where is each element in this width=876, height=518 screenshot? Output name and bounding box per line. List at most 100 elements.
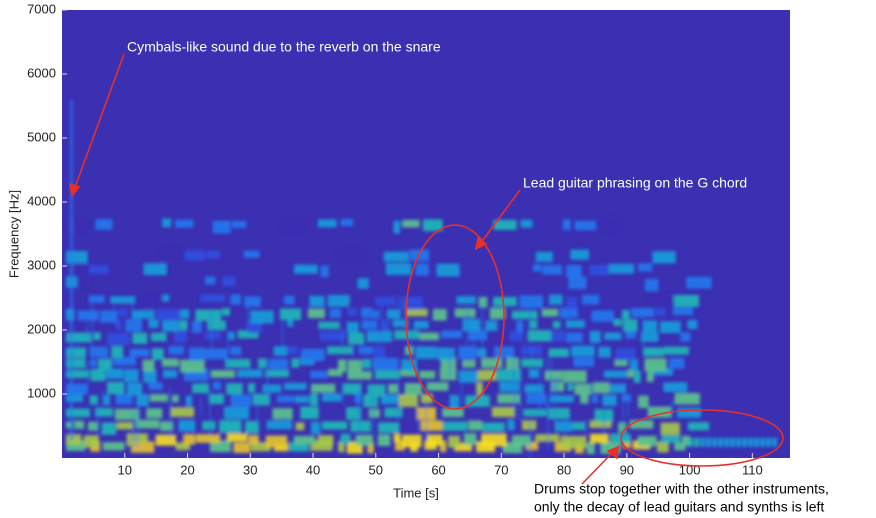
texture xyxy=(544,370,564,381)
texture xyxy=(346,407,362,420)
texture xyxy=(130,441,155,453)
texture xyxy=(178,420,196,432)
texture xyxy=(205,276,216,285)
texture xyxy=(247,320,263,333)
texture xyxy=(355,434,373,446)
texture xyxy=(454,442,473,452)
texture xyxy=(66,358,86,369)
texture xyxy=(169,387,172,438)
texture xyxy=(375,296,396,306)
texture xyxy=(622,439,631,449)
texture xyxy=(718,437,724,447)
texture xyxy=(94,407,113,417)
texture xyxy=(243,250,260,258)
texture xyxy=(393,220,401,234)
texture xyxy=(548,408,570,420)
texture xyxy=(687,422,710,431)
texture xyxy=(320,265,329,278)
texture xyxy=(660,321,681,334)
texture xyxy=(589,420,612,429)
texture xyxy=(126,382,143,396)
texture xyxy=(772,437,778,447)
texture xyxy=(591,395,599,403)
texture xyxy=(527,330,552,342)
texture xyxy=(110,296,136,304)
texture xyxy=(329,308,342,319)
texture xyxy=(493,219,517,230)
texture xyxy=(237,330,259,339)
texture xyxy=(183,434,196,445)
texture xyxy=(133,433,149,443)
texture xyxy=(172,394,179,403)
texture xyxy=(466,305,468,345)
texture xyxy=(485,320,498,332)
texture xyxy=(680,332,691,342)
texture xyxy=(70,99,73,441)
texture xyxy=(272,408,293,420)
y-tick-label: 2000 xyxy=(27,321,56,336)
texture xyxy=(637,435,657,447)
texture xyxy=(766,437,772,447)
texture xyxy=(548,348,569,358)
texture xyxy=(281,317,284,349)
texture xyxy=(472,333,475,349)
texture xyxy=(89,346,109,358)
texture xyxy=(244,296,261,308)
texture xyxy=(608,263,635,274)
annotation: Cymbals-like sound due to the reverb on … xyxy=(127,39,441,55)
texture xyxy=(591,310,615,322)
texture xyxy=(155,434,177,446)
texture xyxy=(481,422,505,432)
texture xyxy=(185,395,193,407)
texture xyxy=(681,435,691,446)
texture xyxy=(347,371,372,380)
texture xyxy=(481,302,484,349)
texture xyxy=(284,382,307,390)
texture xyxy=(319,331,346,341)
x-tick-label: 70 xyxy=(494,462,508,477)
texture xyxy=(647,406,672,418)
texture xyxy=(523,408,547,417)
texture xyxy=(88,295,105,304)
texture xyxy=(245,420,259,434)
x-tick-label: 80 xyxy=(557,462,571,477)
texture xyxy=(230,394,252,407)
texture xyxy=(327,346,353,355)
texture xyxy=(337,359,347,373)
texture xyxy=(449,394,460,408)
texture xyxy=(584,420,587,436)
texture xyxy=(103,394,111,405)
texture xyxy=(226,433,248,442)
texture xyxy=(66,250,88,264)
texture xyxy=(168,345,185,355)
texture xyxy=(528,320,538,329)
texture xyxy=(222,276,236,287)
texture xyxy=(392,319,409,328)
texture xyxy=(90,368,106,382)
texture xyxy=(252,393,271,406)
texture xyxy=(310,393,319,406)
texture xyxy=(347,359,363,372)
texture xyxy=(136,404,139,449)
texture xyxy=(644,278,659,292)
texture xyxy=(593,382,610,394)
texture xyxy=(560,435,587,449)
texture xyxy=(79,276,89,290)
texture xyxy=(663,382,688,392)
texture xyxy=(358,346,374,355)
texture xyxy=(341,327,343,351)
texture xyxy=(512,346,515,396)
texture xyxy=(440,440,447,453)
texture xyxy=(526,393,546,404)
axes: 10 20 30 40 50 60 70 80 90 100 1101000200030004000… xyxy=(27,1,763,477)
texture xyxy=(532,264,542,272)
texture xyxy=(621,310,630,319)
texture xyxy=(161,358,179,367)
texture xyxy=(555,376,558,394)
texture xyxy=(308,308,325,319)
texture xyxy=(233,442,251,454)
texture xyxy=(375,370,400,380)
texture xyxy=(742,437,748,447)
texture xyxy=(212,220,231,234)
texture xyxy=(413,320,429,329)
